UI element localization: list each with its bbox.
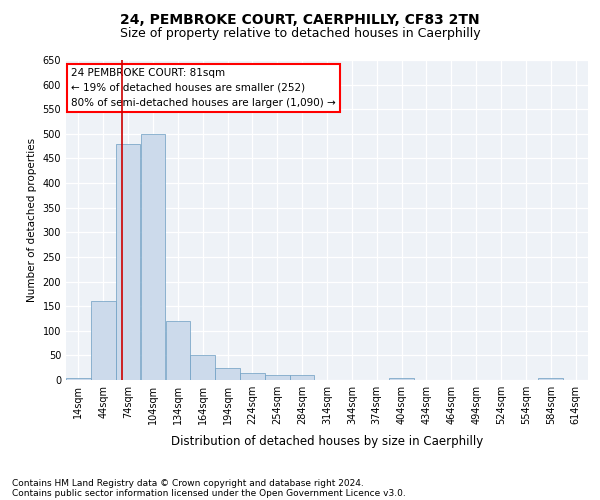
Bar	[91, 301, 116, 380]
Text: Contains HM Land Registry data © Crown copyright and database right 2024.: Contains HM Land Registry data © Crown c…	[12, 478, 364, 488]
Text: Contains public sector information licensed under the Open Government Licence v3: Contains public sector information licen…	[12, 488, 406, 498]
Bar	[240, 372, 265, 380]
Text: 24 PEMBROKE COURT: 81sqm
← 19% of detached houses are smaller (252)
80% of semi-: 24 PEMBROKE COURT: 81sqm ← 19% of detach…	[71, 68, 336, 108]
Bar	[116, 144, 140, 380]
Bar	[538, 378, 563, 380]
Bar	[290, 375, 314, 380]
Y-axis label: Number of detached properties: Number of detached properties	[27, 138, 37, 302]
Bar	[141, 134, 165, 380]
Bar	[265, 375, 290, 380]
X-axis label: Distribution of detached houses by size in Caerphilly: Distribution of detached houses by size …	[171, 436, 483, 448]
Bar	[66, 378, 91, 380]
Bar	[389, 378, 414, 380]
Text: Size of property relative to detached houses in Caerphilly: Size of property relative to detached ho…	[119, 28, 481, 40]
Bar	[190, 356, 215, 380]
Bar	[166, 321, 190, 380]
Bar	[215, 368, 240, 380]
Text: 24, PEMBROKE COURT, CAERPHILLY, CF83 2TN: 24, PEMBROKE COURT, CAERPHILLY, CF83 2TN	[120, 12, 480, 26]
